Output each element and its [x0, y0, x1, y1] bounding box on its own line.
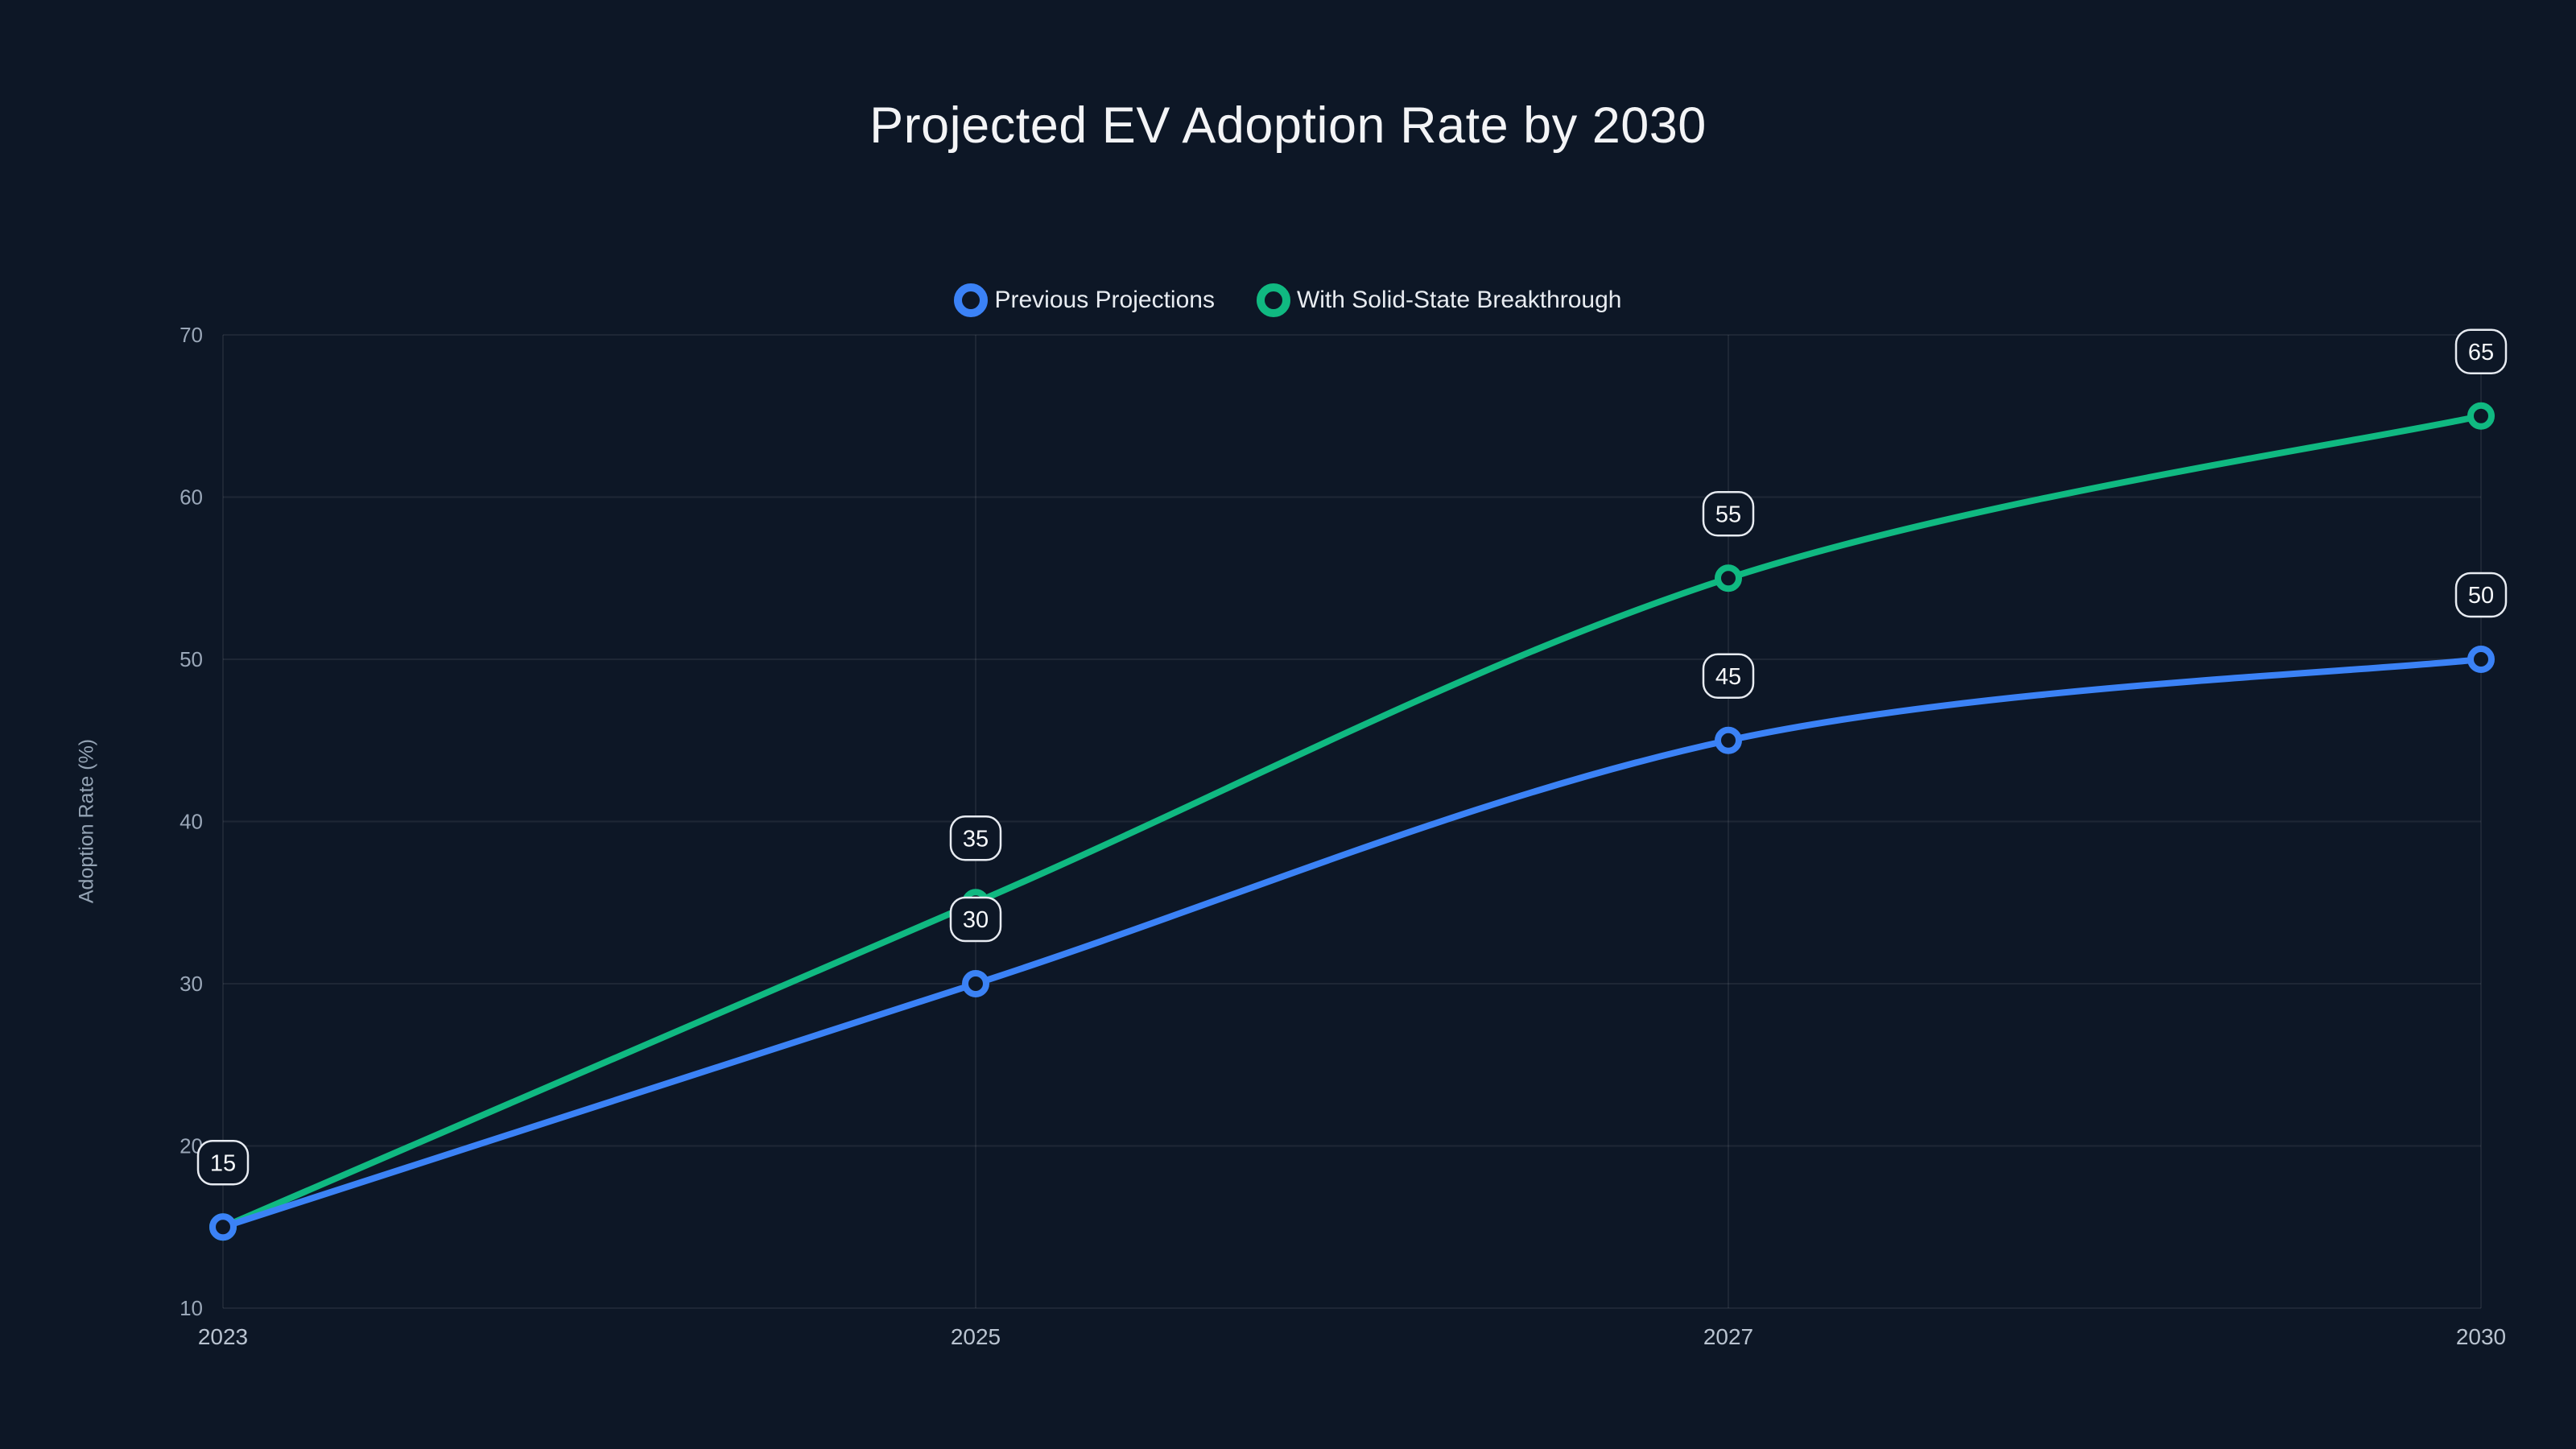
legend-item[interactable]: Previous Projections — [954, 283, 1215, 317]
x-tick-label: 2023 — [198, 1324, 248, 1349]
point-label-text: 45 — [1715, 664, 1741, 690]
series-line — [220, 656, 2484, 1231]
x-tick-label: 2027 — [1703, 1324, 1753, 1349]
point-label-pill — [196, 1140, 250, 1186]
chart-point[interactable] — [2467, 646, 2495, 673]
series-line — [220, 412, 2484, 1231]
point-labels: 15 35 55 65 30 45 50 — [196, 328, 2508, 1186]
chart-point[interactable] — [1715, 564, 1742, 592]
legend-item[interactable]: With Solid-State Breakthrough — [1256, 283, 1622, 317]
legend-marker-icon — [1256, 283, 1290, 317]
y-tick-label: 60 — [180, 485, 203, 510]
point-label-text: 30 — [963, 907, 989, 933]
point-label-pill — [949, 815, 1002, 861]
chart-point[interactable] — [209, 1213, 237, 1241]
y-tick-label: 70 — [180, 323, 203, 347]
point-label-text: 15 — [210, 1150, 236, 1176]
point-label-text: 35 — [963, 826, 989, 852]
legend: Previous Projections With Solid-State Bre… — [0, 283, 2576, 317]
point-label-text: 55 — [1715, 502, 1741, 527]
point-label-pill — [2454, 328, 2508, 374]
chart-point[interactable] — [1715, 726, 1742, 754]
y-tick-label: 30 — [180, 972, 203, 996]
chart-point[interactable] — [2467, 402, 2495, 430]
point-label-text: 50 — [2468, 583, 2494, 609]
point-label-pill — [949, 896, 1002, 943]
legend-item-label: Previous Projections — [994, 287, 1215, 313]
x-tick-label: 2025 — [951, 1324, 1001, 1349]
legend-item-label: With Solid-State Breakthrough — [1296, 287, 1622, 313]
chart-title: Projected EV Adoption Rate by 2030 — [869, 97, 1707, 154]
point-label-pill — [2454, 572, 2508, 618]
series-1 — [209, 646, 2495, 1241]
chart-point[interactable] — [962, 970, 989, 997]
x-tick-label: 2030 — [2456, 1324, 2506, 1349]
point-label-pill — [1702, 491, 1755, 537]
y-tick-label: 40 — [180, 810, 203, 834]
point-label-text: 65 — [2468, 340, 2494, 365]
y-tick-label: 50 — [180, 647, 203, 671]
point-label-pill — [1702, 653, 1755, 699]
y-tick-label: 10 — [180, 1296, 203, 1320]
legend-marker-icon — [954, 283, 989, 317]
